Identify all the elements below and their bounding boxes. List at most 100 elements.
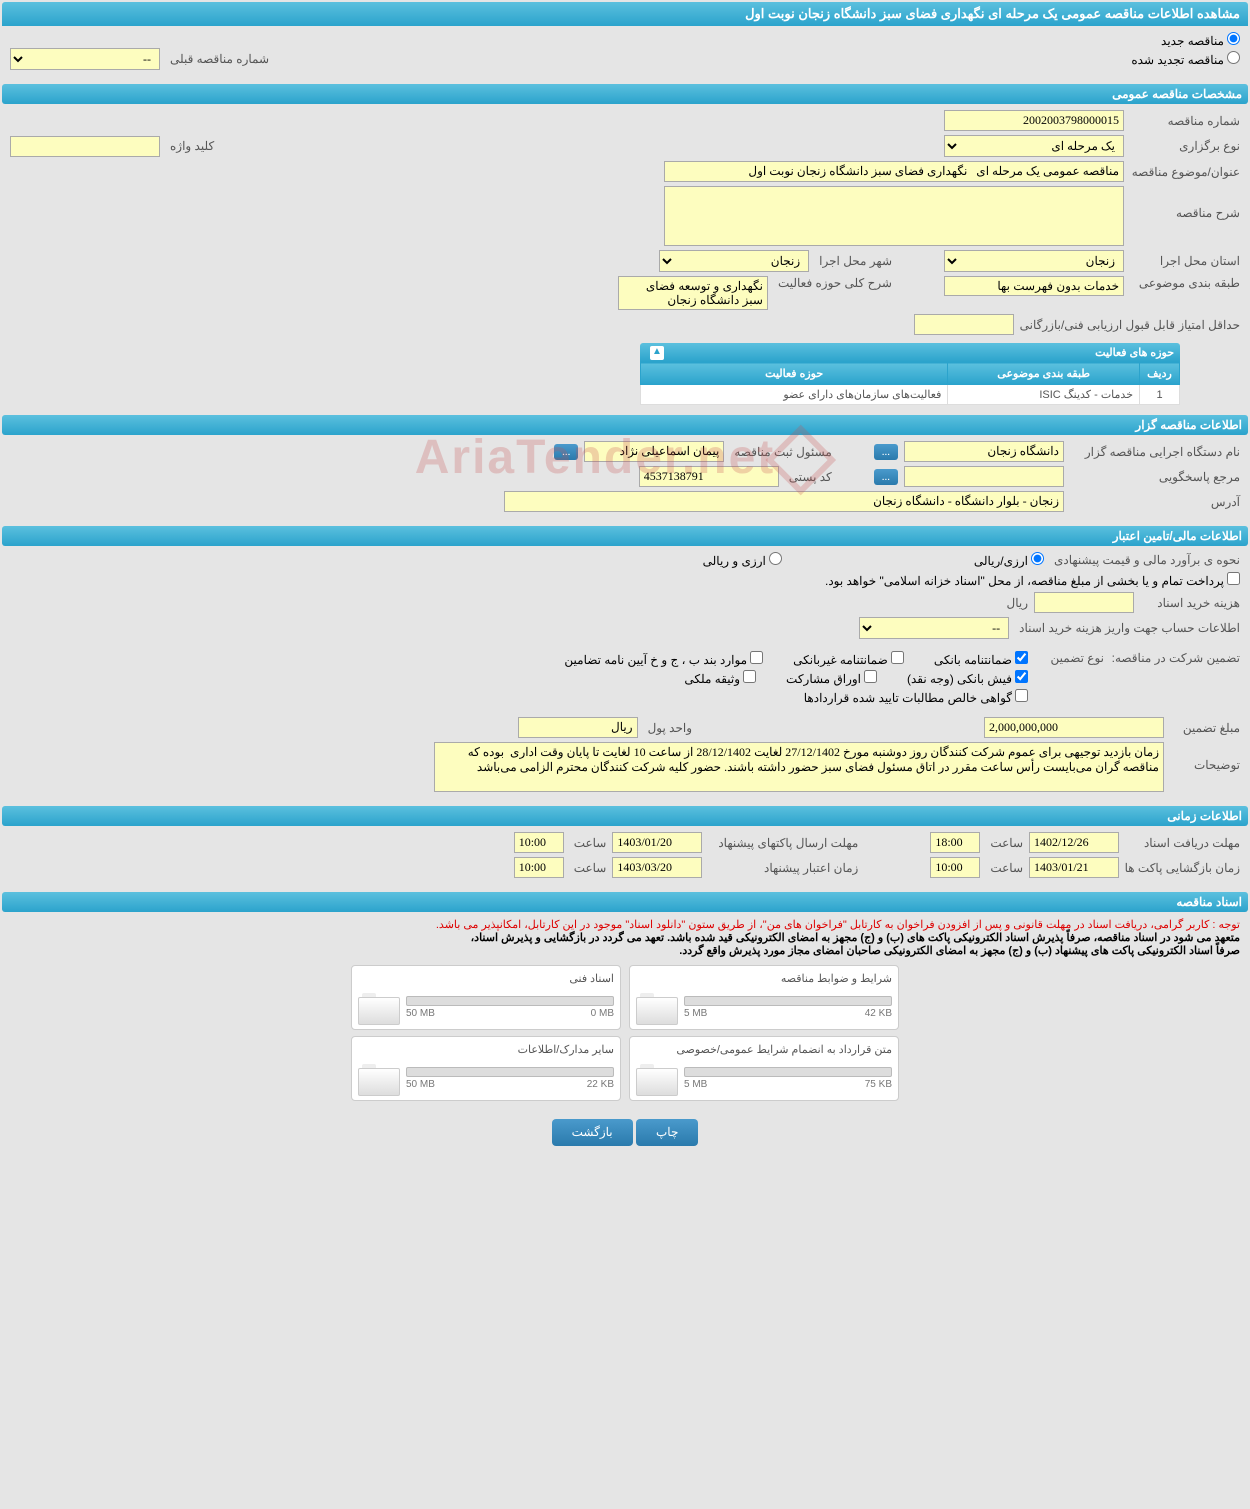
min-score-label: حداقل امتیاز قابل قبول ارزیابی فنی/بازرگ… [1020, 318, 1240, 332]
type-label: نوع برگزاری [1130, 139, 1240, 153]
section-docs: اسناد مناقصه [2, 892, 1248, 912]
radio-foreign[interactable]: ارزی و ریالی [703, 552, 782, 568]
currency-field[interactable] [518, 717, 638, 738]
section-timing: اطلاعات زمانی [2, 806, 1248, 826]
check-bank[interactable]: ضمانتنامه بانکی [934, 651, 1028, 667]
rial-unit-label: ریال [1002, 596, 1028, 610]
new-tender-label: مناقصه جدید [1161, 34, 1224, 48]
check-cert[interactable]: گواهی خالص مطالبات تایید شده قراردادها [804, 691, 1028, 705]
org-more-button[interactable]: ... [874, 444, 898, 460]
submit-date[interactable] [612, 832, 702, 853]
activity-desc-field: نگهداری و توسعه فضای سبز دانشگاه زنجان [618, 276, 768, 310]
receive-time[interactable] [930, 832, 980, 853]
file-box: سایر مدارک/اطلاعات 50 MB22 KB [351, 1036, 621, 1101]
page-title: مشاهده اطلاعات مناقصه عمومی یک مرحله ای … [2, 2, 1248, 26]
folder-icon[interactable] [358, 991, 398, 1023]
check-property[interactable]: وثیقه ملکی [684, 670, 756, 686]
city-select[interactable]: زنجان [659, 250, 809, 272]
responsible-label: مسئول ثبت مناقصه [730, 445, 831, 459]
reference-field[interactable] [904, 466, 1064, 487]
address-field[interactable] [504, 491, 1064, 512]
validity-date[interactable] [612, 857, 702, 878]
folder-icon[interactable] [358, 1062, 398, 1094]
col-category: طبقه بندی موضوعی [948, 363, 1140, 385]
validity-label: زمان اعتبار پیشنهاد [708, 861, 858, 875]
section-financial: اطلاعات مالی/تامین اعتبار [2, 526, 1248, 546]
time-label-2: ساعت [570, 836, 607, 850]
back-button[interactable]: بازگشت [552, 1119, 633, 1146]
postal-label: کد پستی [785, 470, 832, 484]
org-label: نام دستگاه اجرایی مناقصه گزار [1070, 445, 1240, 459]
number-field[interactable] [944, 110, 1124, 131]
doc-cost-label: هزینه خرید اسناد [1140, 596, 1240, 610]
org-field[interactable] [904, 441, 1064, 462]
amount-label: مبلغ تضمین [1170, 721, 1240, 735]
receive-label: مهلت دریافت اسناد [1125, 836, 1240, 850]
note-red: توجه : کاربر گرامی، دریافت اسناد در مهلت… [10, 918, 1240, 931]
receive-date[interactable] [1029, 832, 1119, 853]
account-label: اطلاعات حساب جهت واریز هزینه خرید اسناد [1015, 621, 1240, 635]
col-field: حوزه فعالیت [641, 363, 948, 385]
desc-field[interactable] [664, 186, 1124, 246]
price-method-label: نحوه ی برآورد مالی و قیمت پیشنهادی [1050, 553, 1240, 567]
desc-label: شرح مناقصه [1130, 186, 1240, 220]
radio-renewed[interactable]: مناقصه تجدید شده [1131, 51, 1240, 67]
submit-time[interactable] [514, 832, 564, 853]
reference-more-button[interactable]: ... [874, 469, 898, 485]
currency-label: واحد پول [644, 721, 692, 735]
check-cash[interactable]: فیش بانکی (وجه نقد) [907, 670, 1028, 686]
amount-field[interactable] [984, 717, 1164, 738]
subject-label: عنوان/موضوع مناقصه [1130, 165, 1240, 179]
keyword-field[interactable] [10, 136, 160, 157]
category-field: خدمات بدون فهرست بها [944, 276, 1124, 296]
print-button[interactable]: چاپ [636, 1119, 698, 1146]
file-box: شرایط و ضوابط مناقصه 5 MB42 KB [629, 965, 899, 1030]
activity-section-title: حوزه های فعالیت ▲ [640, 343, 1180, 362]
file-title: سایر مدارک/اطلاعات [358, 1043, 614, 1056]
postal-field[interactable] [639, 466, 779, 487]
city-label: شهر محل اجرا [815, 254, 892, 268]
collapse-icon[interactable]: ▲ [650, 346, 664, 360]
col-row: ردیف [1140, 363, 1180, 385]
section-general: مشخصات مناقصه عمومی [2, 84, 1248, 104]
number-label: شماره مناقصه [1130, 114, 1240, 128]
file-title: اسناد فنی [358, 972, 614, 985]
check-payment-note[interactable]: پرداخت تمام و یا بخشی از مبلغ مناقصه، از… [825, 572, 1240, 588]
folder-icon[interactable] [636, 1062, 676, 1094]
doc-cost-field[interactable] [1034, 592, 1134, 613]
notes-field[interactable]: زمان بازدید توجیهی برای عموم شرکت کنندگا… [434, 742, 1164, 792]
open-date[interactable] [1029, 857, 1119, 878]
file-title: شرایط و ضوابط مناقصه [636, 972, 892, 985]
time-label-4: ساعت [570, 861, 607, 875]
participation-label: تضمین شرکت در مناقصه: [1110, 651, 1240, 665]
radio-rial[interactable]: ارزی/ریالی [974, 552, 1044, 568]
time-label-1: ساعت [986, 836, 1023, 850]
folder-icon[interactable] [636, 991, 676, 1023]
radio-new-tender[interactable]: مناقصه جدید [1161, 32, 1240, 48]
type-select[interactable]: یک مرحله ای [944, 135, 1124, 157]
note-bold-2: صرفاً اسناد الکترونیکی پاکت های پیشنهاد … [10, 944, 1240, 957]
subject-field[interactable] [664, 161, 1124, 182]
open-time[interactable] [930, 857, 980, 878]
address-label: آدرس [1070, 495, 1240, 509]
account-select[interactable]: -- [859, 617, 1009, 639]
prev-number-select[interactable]: -- [10, 48, 160, 70]
min-score-field[interactable] [914, 314, 1014, 335]
responsible-more-button[interactable]: ... [554, 444, 578, 460]
prev-number-label: شماره مناقصه قبلی [166, 52, 269, 66]
renewed-label: مناقصه تجدید شده [1131, 53, 1224, 67]
file-title: متن قرارداد به انضمام شرایط عمومی/خصوصی [636, 1043, 892, 1056]
province-select[interactable]: زنجان [944, 250, 1124, 272]
open-label: زمان بازگشایی پاکت ها [1125, 861, 1240, 875]
section-tenderer: اطلاعات مناقصه گزار [2, 415, 1248, 435]
category-label: طبقه بندی موضوعی [1130, 276, 1240, 290]
submit-label: مهلت ارسال پاکتهای پیشنهاد [708, 836, 858, 850]
check-nonbank[interactable]: ضمانتنامه غیربانکی [793, 651, 904, 667]
validity-time[interactable] [514, 857, 564, 878]
activity-table: ردیف طبقه بندی موضوعی حوزه فعالیت 1 خدما… [640, 362, 1180, 405]
reference-label: مرجع پاسخگویی [1070, 470, 1240, 484]
check-bonds[interactable]: اوراق مشارکت [786, 670, 877, 686]
keyword-label: کلید واژه [166, 139, 214, 153]
responsible-field[interactable] [584, 441, 724, 462]
check-items[interactable]: موارد بند ب ، ج و خ آیین نامه تضامین [564, 651, 763, 667]
